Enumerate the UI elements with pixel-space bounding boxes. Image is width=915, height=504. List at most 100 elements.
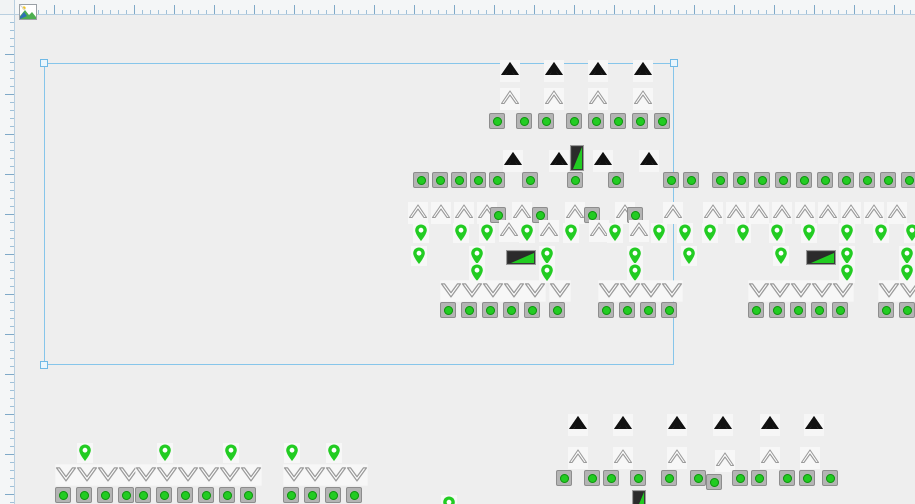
green-square-marker-icon[interactable] xyxy=(470,172,486,188)
chevron-up-outline-icon[interactable] xyxy=(838,200,864,226)
green-square-marker-icon[interactable] xyxy=(432,172,448,188)
green-square-marker-icon[interactable] xyxy=(538,113,554,129)
green-square-marker-icon[interactable] xyxy=(156,487,172,503)
green-square-marker-icon[interactable] xyxy=(503,302,519,318)
chevron-up-outline-icon[interactable] xyxy=(660,200,686,226)
green-square-marker-icon[interactable] xyxy=(754,172,770,188)
green-pin-marker-icon[interactable] xyxy=(626,245,644,267)
green-square-marker-icon[interactable] xyxy=(619,302,635,318)
green-pin-marker-icon[interactable] xyxy=(410,245,428,267)
green-pin-marker-icon[interactable] xyxy=(468,245,486,267)
chevron-down-outline-icon[interactable] xyxy=(344,462,368,486)
chevron-up-outline-icon[interactable] xyxy=(792,200,818,226)
chevron-up-filled-icon[interactable] xyxy=(546,148,572,174)
green-square-marker-icon[interactable] xyxy=(732,470,748,486)
green-square-marker-icon[interactable] xyxy=(346,487,362,503)
chevron-down-outline-icon[interactable] xyxy=(217,462,241,486)
green-square-marker-icon[interactable] xyxy=(779,470,795,486)
chevron-up-outline-icon[interactable] xyxy=(664,445,690,471)
green-square-marker-icon[interactable] xyxy=(610,113,626,129)
chevron-up-outline-icon[interactable] xyxy=(541,86,567,112)
vertical-gradient-bar-icon[interactable] xyxy=(570,145,584,171)
green-pin-marker-icon[interactable] xyxy=(325,442,343,464)
green-square-marker-icon[interactable] xyxy=(769,302,785,318)
green-square-marker-icon[interactable] xyxy=(775,172,791,188)
chevron-down-outline-icon[interactable] xyxy=(830,278,854,302)
chevron-down-outline-icon[interactable] xyxy=(659,278,683,302)
chevron-up-filled-icon[interactable] xyxy=(610,412,636,438)
green-pin-marker-icon[interactable] xyxy=(538,245,556,267)
chevron-down-outline-icon[interactable] xyxy=(809,278,833,302)
chevron-up-outline-icon[interactable] xyxy=(565,445,591,471)
chevron-down-outline-icon[interactable] xyxy=(133,462,157,486)
green-square-marker-icon[interactable] xyxy=(706,474,722,490)
chevron-up-filled-icon[interactable] xyxy=(757,412,783,438)
chevron-down-outline-icon[interactable] xyxy=(95,462,119,486)
green-pin-marker-icon[interactable] xyxy=(734,222,752,244)
green-pin-marker-icon[interactable] xyxy=(222,442,240,464)
ruler-corner[interactable] xyxy=(0,0,15,15)
green-square-marker-icon[interactable] xyxy=(283,487,299,503)
green-pin-marker-icon[interactable] xyxy=(676,222,694,244)
handle-top-left[interactable] xyxy=(40,59,48,67)
green-square-marker-icon[interactable] xyxy=(490,207,506,223)
green-square-marker-icon[interactable] xyxy=(556,470,572,486)
vertical-ruler[interactable] xyxy=(0,14,15,504)
green-square-marker-icon[interactable] xyxy=(663,172,679,188)
green-square-marker-icon[interactable] xyxy=(598,302,614,318)
green-square-marker-icon[interactable] xyxy=(690,470,706,486)
green-square-marker-icon[interactable] xyxy=(799,470,815,486)
chevron-down-outline-icon[interactable] xyxy=(501,278,525,302)
chevron-up-outline-icon[interactable] xyxy=(405,200,431,226)
green-pin-marker-icon[interactable] xyxy=(872,222,890,244)
chevron-down-outline-icon[interactable] xyxy=(459,278,483,302)
green-square-marker-icon[interactable] xyxy=(901,172,915,188)
chevron-up-filled-icon[interactable] xyxy=(664,412,690,438)
green-square-marker-icon[interactable] xyxy=(838,172,854,188)
chevron-up-filled-icon[interactable] xyxy=(541,58,567,84)
chevron-down-outline-icon[interactable] xyxy=(596,278,620,302)
green-pin-marker-icon[interactable] xyxy=(650,222,668,244)
chevron-up-outline-icon[interactable] xyxy=(769,200,795,226)
green-square-marker-icon[interactable] xyxy=(654,113,670,129)
chevron-down-outline-icon[interactable] xyxy=(175,462,199,486)
green-square-marker-icon[interactable] xyxy=(796,172,812,188)
chevron-down-outline-icon[interactable] xyxy=(302,462,326,486)
chevron-up-outline-icon[interactable] xyxy=(496,218,522,244)
chevron-down-outline-icon[interactable] xyxy=(767,278,791,302)
chevron-up-outline-icon[interactable] xyxy=(712,448,738,474)
handle-bottom-left[interactable] xyxy=(40,361,48,369)
chevron-up-filled-icon[interactable] xyxy=(636,148,662,174)
green-square-marker-icon[interactable] xyxy=(440,302,456,318)
chevron-down-outline-icon[interactable] xyxy=(154,462,178,486)
chevron-up-outline-icon[interactable] xyxy=(861,200,887,226)
green-pin-marker-icon[interactable] xyxy=(838,245,856,267)
green-square-marker-icon[interactable] xyxy=(811,302,827,318)
green-pin-marker-icon[interactable] xyxy=(478,222,496,244)
green-square-marker-icon[interactable] xyxy=(549,302,565,318)
green-square-marker-icon[interactable] xyxy=(532,207,548,223)
green-pin-marker-icon[interactable] xyxy=(562,222,580,244)
chevron-up-outline-icon[interactable] xyxy=(509,200,535,226)
chevron-up-outline-icon[interactable] xyxy=(700,200,726,226)
chevron-up-filled-icon[interactable] xyxy=(801,412,827,438)
green-square-marker-icon[interactable] xyxy=(584,470,600,486)
chevron-down-outline-icon[interactable] xyxy=(547,278,571,302)
green-square-marker-icon[interactable] xyxy=(878,302,894,318)
chevron-up-outline-icon[interactable] xyxy=(428,200,454,226)
green-square-marker-icon[interactable] xyxy=(522,172,538,188)
horizontal-gradient-bar-icon[interactable] xyxy=(506,250,536,265)
horizontal-gradient-bar-icon[interactable] xyxy=(806,250,836,265)
green-square-marker-icon[interactable] xyxy=(588,113,604,129)
green-pin-marker-icon[interactable] xyxy=(626,262,644,284)
green-square-marker-icon[interactable] xyxy=(55,487,71,503)
chevron-up-outline-icon[interactable] xyxy=(586,218,612,244)
green-square-marker-icon[interactable] xyxy=(219,487,235,503)
chevron-up-outline-icon[interactable] xyxy=(884,200,910,226)
green-pin-marker-icon[interactable] xyxy=(768,222,786,244)
green-square-marker-icon[interactable] xyxy=(748,302,764,318)
green-square-marker-icon[interactable] xyxy=(832,302,848,318)
green-pin-marker-icon[interactable] xyxy=(838,222,856,244)
chevron-down-outline-icon[interactable] xyxy=(876,278,900,302)
green-square-marker-icon[interactable] xyxy=(240,487,256,503)
